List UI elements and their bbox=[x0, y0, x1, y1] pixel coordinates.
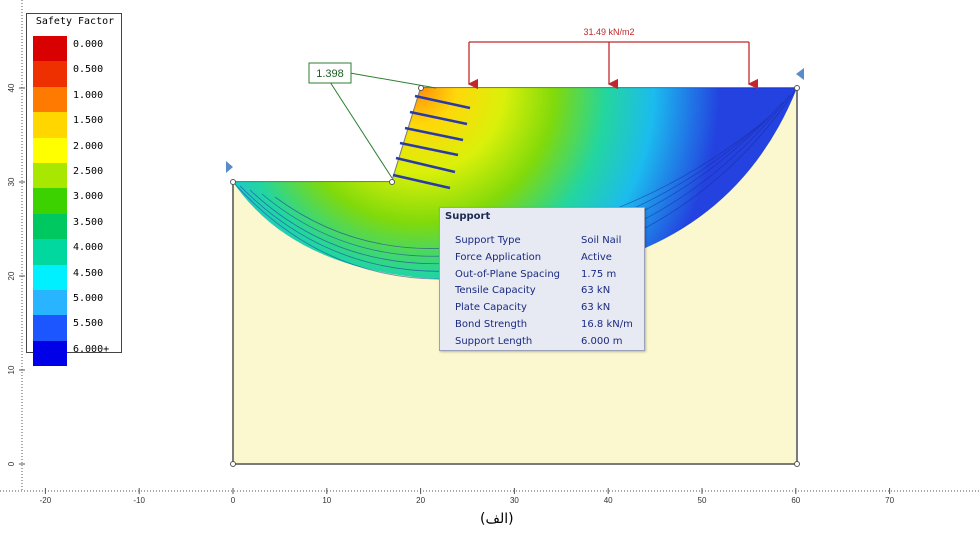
legend-label: 3.500 bbox=[73, 216, 104, 228]
min-factor-label: 1.398 bbox=[316, 68, 344, 80]
soil-nail bbox=[414, 94, 471, 110]
min-factor-leader bbox=[349, 72, 437, 89]
support-property-value: Active bbox=[581, 251, 612, 263]
support-property-name: Tensile Capacity bbox=[455, 285, 536, 297]
legend-label: 5.500 bbox=[73, 318, 104, 330]
vertices bbox=[230, 85, 800, 467]
y-axis-ticks: 0 10 20 30 40 bbox=[7, 83, 25, 466]
support-property-name: Out-of-Plane Spacing bbox=[455, 268, 561, 280]
x-tick-label: -20 bbox=[40, 496, 52, 505]
soil-nail bbox=[404, 126, 464, 142]
legend-swatch bbox=[33, 239, 67, 265]
legend-swatch bbox=[33, 340, 67, 367]
support-property-value: 1.75 m bbox=[581, 268, 617, 280]
legend-swatch bbox=[33, 61, 67, 87]
support-property-name: Bond Strength bbox=[455, 319, 528, 330]
y-tick-label: 0 bbox=[7, 461, 16, 466]
legend-label: 1.000 bbox=[73, 89, 104, 101]
legend-item: 6.000+ bbox=[27, 340, 123, 367]
legend-item: 0.500 bbox=[27, 61, 123, 87]
legend-label: 0.500 bbox=[73, 64, 104, 76]
legend-label: 2.500 bbox=[73, 166, 104, 177]
legend-label: 1.500 bbox=[73, 115, 104, 127]
legend-item: 1.000 bbox=[27, 86, 123, 113]
support-property-value: 6.000 m bbox=[581, 335, 623, 347]
legend-swatch bbox=[33, 264, 67, 290]
soil-nail bbox=[395, 156, 456, 174]
min-factor-leader-2 bbox=[329, 81, 393, 179]
support-property-row: Support Type Soil Nail bbox=[455, 235, 641, 252]
legend-item: 2.500 bbox=[27, 163, 123, 189]
legend-title: Safety Factor bbox=[35, 16, 115, 27]
legend-swatch bbox=[33, 86, 67, 113]
x-axis-ticks: -20-100102030405060708 bbox=[40, 488, 895, 505]
x-tick-label: 70 bbox=[885, 496, 894, 505]
x-tick-label: 10 bbox=[322, 496, 331, 505]
safety-factor-zone bbox=[233, 88, 797, 280]
legend-item: 1.500 bbox=[27, 112, 123, 138]
support-property-row: Force Application Active bbox=[455, 252, 641, 269]
legend-item: 4.500 bbox=[27, 264, 123, 290]
support-property-name: Support Length bbox=[455, 335, 533, 347]
support-property-name: Support Type bbox=[455, 235, 521, 246]
legend-item: 5.500 bbox=[27, 315, 123, 341]
support-property-row: Out-of-Plane Spacing 1.75 m bbox=[455, 269, 641, 286]
y-tick-label: 10 bbox=[7, 365, 16, 374]
legend-label: 4.000 bbox=[73, 242, 104, 254]
soil-nail bbox=[392, 173, 451, 190]
support-property-value: 63 kN bbox=[581, 285, 611, 297]
support-property-value: Soil Nail bbox=[581, 235, 622, 246]
legend-label: 5.000 bbox=[73, 293, 104, 304]
y-tick-label: 30 bbox=[7, 177, 16, 186]
y-tick-label: 40 bbox=[7, 83, 16, 92]
support-property-row: Tensile Capacity 63 kN bbox=[455, 285, 641, 302]
boundary-flag-left bbox=[226, 161, 233, 173]
safety-factor-legend: Safety Factor 0.000 0.500 1.000 1.500 2.000 2… bbox=[26, 13, 123, 367]
figure-caption: (الف) bbox=[480, 511, 514, 527]
legend-item: 0.000 bbox=[27, 36, 123, 62]
legend-item: 3.000 bbox=[27, 188, 123, 214]
y-tick-label: 20 bbox=[7, 271, 16, 280]
soil-nails[interactable] bbox=[392, 94, 471, 190]
legend-label: 2.000 bbox=[73, 140, 104, 152]
support-property-row: Plate Capacity 63 kN bbox=[455, 302, 641, 319]
legend-swatch bbox=[33, 163, 67, 189]
legend-swatch bbox=[33, 315, 67, 341]
x-tick-label: 50 bbox=[698, 496, 707, 505]
support-property-value: 63 kN bbox=[581, 302, 611, 314]
x-tick-label: 40 bbox=[604, 496, 613, 505]
legend-label: 6.000+ bbox=[73, 343, 110, 355]
support-property-value: 16.8 kN/m bbox=[581, 319, 633, 330]
soil-nail bbox=[409, 110, 468, 126]
legend-item: 2.000 bbox=[27, 137, 123, 163]
support-tooltip: Support Support Type Soil Nail Force Appli… bbox=[439, 207, 645, 351]
x-tick-label: 60 bbox=[791, 496, 800, 505]
boundary-flag-right bbox=[796, 68, 804, 80]
legend-swatch bbox=[33, 290, 67, 316]
support-property-name: Plate Capacity bbox=[455, 302, 527, 314]
legend-swatch bbox=[33, 112, 67, 138]
legend-swatch bbox=[33, 188, 67, 214]
x-tick-label: 20 bbox=[416, 496, 425, 505]
x-tick-label: 30 bbox=[510, 496, 519, 505]
legend-swatch bbox=[33, 36, 67, 62]
x-tick-label: -10 bbox=[133, 496, 145, 505]
min-factor-box[interactable] bbox=[308, 62, 352, 84]
legend-label: 3.000 bbox=[73, 191, 104, 203]
legend-swatch bbox=[33, 137, 67, 163]
legend-item: 4.000 bbox=[27, 239, 123, 265]
soil-nail bbox=[399, 141, 459, 157]
support-property-row: Bond Strength 16.8 kN/m bbox=[455, 319, 641, 336]
legend-swatch bbox=[33, 213, 67, 240]
legend-label: 4.500 bbox=[73, 267, 104, 279]
legend-item: 3.500 bbox=[27, 213, 123, 240]
legend-item: 5.000 bbox=[27, 290, 123, 316]
x-tick-label: 0 bbox=[231, 496, 236, 505]
support-tooltip-title: Support bbox=[445, 211, 491, 222]
load-label: 31.49 kN/m2 bbox=[583, 27, 634, 37]
support-property-row: Support Length 6.000 m bbox=[455, 336, 641, 353]
support-property-name: Force Application bbox=[455, 251, 542, 263]
legend-label: 0.000 bbox=[73, 39, 104, 50]
distributed-load[interactable] bbox=[467, 41, 759, 90]
